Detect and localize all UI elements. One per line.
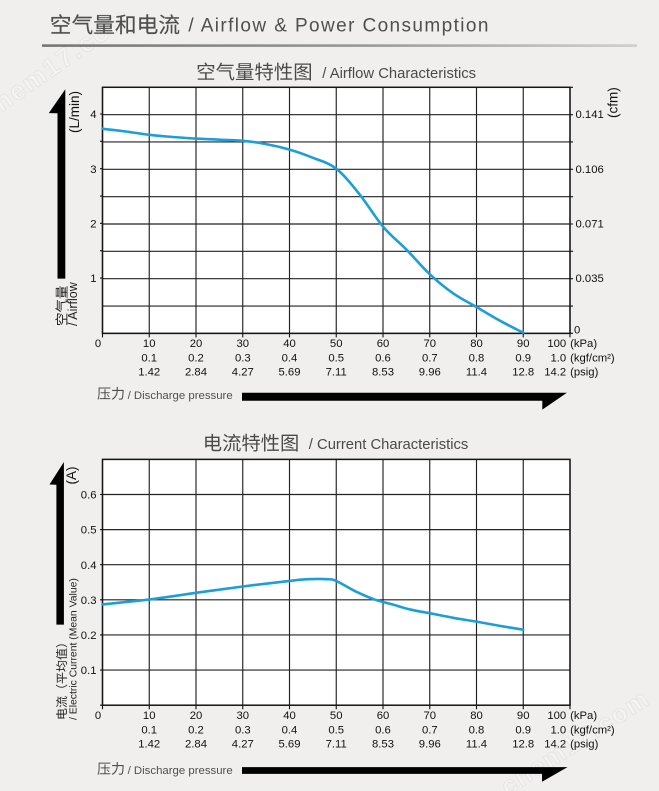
svg-text:0.3: 0.3	[81, 595, 97, 607]
svg-text:0.4: 0.4	[81, 560, 97, 572]
svg-text:40: 40	[283, 710, 296, 722]
svg-text:(L/min): (L/min)	[67, 91, 82, 133]
svg-text:(kgf/cm²): (kgf/cm²)	[570, 724, 615, 736]
svg-text:11.4: 11.4	[466, 367, 487, 379]
svg-text:7.11: 7.11	[326, 739, 347, 751]
svg-text:0.106: 0.106	[576, 164, 604, 176]
svg-text:/ Discharge pressure: / Discharge pressure	[128, 390, 233, 402]
svg-text:0.1: 0.1	[141, 352, 157, 364]
svg-text:90: 90	[517, 338, 530, 350]
svg-text:0.1: 0.1	[141, 724, 157, 736]
svg-text:0.2: 0.2	[188, 352, 204, 364]
svg-text:0.2: 0.2	[81, 630, 97, 642]
svg-text:0.7: 0.7	[422, 724, 438, 736]
svg-text:80: 80	[470, 710, 483, 722]
svg-text:50: 50	[330, 710, 343, 722]
svg-text:1.0: 1.0	[550, 352, 566, 364]
svg-text:0.9: 0.9	[515, 724, 531, 736]
svg-text:0.6: 0.6	[375, 724, 391, 736]
svg-text:/ Airflow: / Airflow	[66, 281, 80, 326]
svg-text:0.9: 0.9	[515, 352, 531, 364]
svg-text:/ Airflow Characteristics: / Airflow Characteristics	[322, 66, 476, 82]
svg-text:/ Discharge pressure: / Discharge pressure	[128, 765, 233, 777]
svg-text:0.141: 0.141	[576, 109, 604, 121]
svg-text:(cfm): (cfm)	[606, 87, 621, 118]
svg-text:50: 50	[330, 338, 343, 350]
svg-text:30: 30	[237, 338, 250, 350]
svg-text:11.4: 11.4	[466, 739, 487, 751]
svg-text:0.5: 0.5	[328, 352, 344, 364]
svg-text:10: 10	[143, 338, 156, 350]
svg-text:(psig): (psig)	[570, 367, 598, 379]
svg-text:4.27: 4.27	[232, 739, 254, 751]
svg-text:20: 20	[190, 338, 203, 350]
svg-text:80: 80	[470, 338, 483, 350]
svg-text:1: 1	[90, 273, 96, 285]
svg-text:0.8: 0.8	[469, 724, 485, 736]
svg-text:40: 40	[283, 338, 296, 350]
svg-text:0.8: 0.8	[469, 352, 485, 364]
svg-text:100: 100	[547, 338, 566, 350]
svg-text:30: 30	[237, 710, 250, 722]
svg-text:(kPa): (kPa)	[570, 710, 597, 722]
svg-text:60: 60	[377, 338, 390, 350]
svg-text:0.071: 0.071	[576, 218, 604, 230]
svg-text:5.69: 5.69	[279, 739, 301, 751]
svg-text:4: 4	[90, 109, 96, 121]
svg-text:(psig): (psig)	[570, 739, 598, 751]
svg-text:0.2: 0.2	[188, 724, 204, 736]
svg-text:9.96: 9.96	[419, 739, 441, 751]
svg-text:60: 60	[377, 710, 390, 722]
svg-text:0.5: 0.5	[81, 525, 97, 537]
svg-text:2.84: 2.84	[185, 739, 207, 751]
svg-text:0.3: 0.3	[235, 352, 251, 364]
svg-text:14.2: 14.2	[544, 367, 566, 379]
svg-text:20: 20	[190, 710, 203, 722]
svg-text:1.42: 1.42	[138, 739, 160, 751]
svg-text:90: 90	[517, 710, 530, 722]
svg-text:2.84: 2.84	[185, 367, 207, 379]
svg-text:9.96: 9.96	[419, 367, 441, 379]
svg-text:0.035: 0.035	[576, 273, 604, 285]
svg-text:(kgf/cm²): (kgf/cm²)	[570, 352, 615, 364]
svg-text:14.2: 14.2	[544, 739, 566, 751]
svg-text:0: 0	[574, 325, 580, 337]
svg-text:5.69: 5.69	[279, 367, 301, 379]
svg-text:0.3: 0.3	[235, 724, 251, 736]
svg-text:0.1: 0.1	[81, 665, 97, 677]
svg-text:/ Airflow & Power Consumption: / Airflow & Power Consumption	[188, 16, 489, 37]
svg-text:2: 2	[90, 218, 96, 230]
svg-text:70: 70	[424, 710, 437, 722]
svg-text:0: 0	[95, 338, 101, 350]
svg-text:70: 70	[424, 338, 437, 350]
svg-text:0: 0	[95, 710, 101, 722]
svg-text:0.5: 0.5	[328, 724, 344, 736]
svg-text:3: 3	[90, 164, 96, 176]
svg-text:/ Electric Current (Mean Value: / Electric Current (Mean Value)	[68, 578, 79, 720]
svg-text:0.6: 0.6	[81, 490, 97, 502]
svg-text:/ Current Characteristics: / Current Characteristics	[309, 437, 469, 453]
svg-text:12.8: 12.8	[512, 739, 534, 751]
svg-text:4.27: 4.27	[232, 367, 254, 379]
svg-text:10: 10	[143, 710, 156, 722]
svg-text:12.8: 12.8	[512, 367, 534, 379]
svg-text:100: 100	[547, 710, 566, 722]
svg-text:(kPa): (kPa)	[570, 338, 597, 350]
svg-text:8.53: 8.53	[372, 739, 394, 751]
svg-text:1.0: 1.0	[550, 724, 566, 736]
svg-text:8.53: 8.53	[372, 367, 394, 379]
svg-text:7.11: 7.11	[326, 367, 347, 379]
svg-text:0.4: 0.4	[282, 724, 298, 736]
svg-text:(A): (A)	[64, 467, 79, 485]
svg-text:1.42: 1.42	[138, 367, 160, 379]
svg-text:0.4: 0.4	[282, 352, 298, 364]
svg-text:0.7: 0.7	[422, 352, 438, 364]
svg-text:0.6: 0.6	[375, 352, 391, 364]
